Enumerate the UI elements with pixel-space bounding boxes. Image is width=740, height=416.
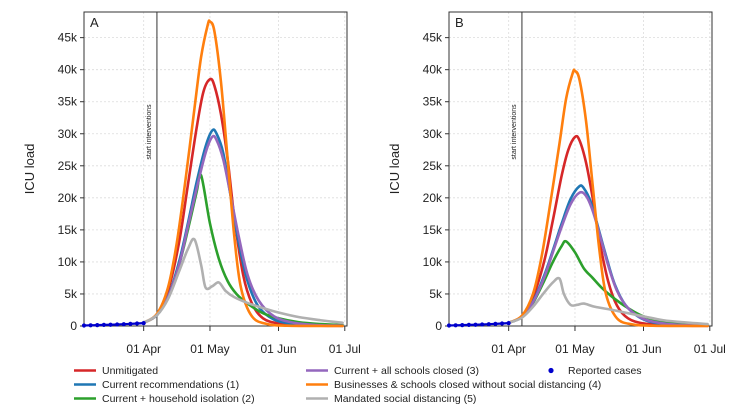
x-tick-label: 01 May	[555, 342, 594, 356]
reported-case-point	[466, 322, 471, 328]
y-tick-label: 10k	[58, 255, 78, 269]
series-mandated-social-distancing-5	[142, 237, 344, 325]
series-current-all-schools-closed-3	[142, 134, 344, 327]
reported-case-point	[101, 322, 106, 328]
reported-case-point	[499, 321, 505, 326]
reported-case-point	[480, 322, 485, 327]
y-tick-label: 5k	[64, 287, 78, 301]
y-tick-label: 25k	[423, 159, 443, 173]
y-tick-label: 25k	[58, 159, 78, 173]
legend-item-reported-cases: Reported cases	[548, 365, 642, 377]
y-tick-label: 5k	[429, 287, 443, 301]
series-unmitigated	[507, 134, 709, 328]
reported-case-point	[453, 323, 458, 328]
reported-case-point	[460, 323, 465, 328]
reported-case-point	[506, 321, 511, 326]
legend-item-current-recommendations-1: Current recommendations (1)	[74, 379, 239, 391]
x-tick-label: 01 Jun	[625, 342, 661, 356]
y-tick-label: 40k	[423, 63, 443, 77]
panel-letter: A	[90, 15, 99, 30]
legend-label: Current recommendations (1)	[102, 379, 239, 391]
plot-frame	[448, 11, 713, 327]
series-current-all-schools-closed-3	[507, 190, 709, 328]
y-tick-label: 0	[435, 319, 442, 333]
legend: Unmitigated Current + all schools closed …	[74, 365, 642, 405]
y-tick-label: 40k	[58, 63, 78, 77]
reported-case-point	[95, 323, 100, 328]
x-tick-label: 01 Jul	[329, 342, 361, 356]
legend-item-unmitigated: Unmitigated	[74, 365, 158, 377]
reported-case-point	[115, 322, 120, 327]
legend-label: Mandated social distancing (5)	[334, 393, 476, 405]
legend-label: Unmitigated	[102, 365, 158, 377]
y-tick-label: 20k	[58, 191, 78, 205]
y-tick-label: 10k	[423, 255, 443, 269]
reported-case-point	[486, 322, 491, 327]
legend-label: Current + household isolation (2)	[102, 393, 255, 405]
y-tick-label: 15k	[58, 223, 78, 237]
y-tick-label: 45k	[58, 31, 78, 45]
reported-case-point	[446, 323, 452, 328]
y-tick-label: 35k	[423, 95, 443, 109]
reported-case-point	[128, 321, 133, 326]
legend-item-mandated-social-distancing-5: Mandated social distancing (5)	[306, 393, 476, 405]
y-tick-label: 20k	[423, 191, 443, 205]
x-tick-label: 01 Jun	[260, 342, 296, 356]
x-tick-label: 01 Apr	[491, 342, 526, 356]
reported-case-point	[141, 321, 146, 326]
plot-frame	[83, 11, 348, 327]
x-tick-label: 01 Apr	[126, 342, 161, 356]
x-tick-label: 01 Jul	[694, 342, 726, 356]
reported-case-point	[108, 322, 113, 327]
intervention-label: start interventions	[146, 104, 153, 160]
y-tick-label: 45k	[423, 31, 443, 45]
reported-case-point	[473, 322, 478, 327]
panel-a: 0 5k 10k 15k 20k 25k 30k 35k 40k 45k 01 Apr 01 May 0…	[22, 11, 361, 356]
y-tick-label: 0	[70, 319, 77, 333]
reported-case-point	[493, 321, 498, 326]
series-reported-cases	[83, 322, 144, 327]
y-tick-label: 35k	[58, 95, 78, 109]
reported-case-point	[81, 323, 87, 328]
panel-letter: B	[455, 15, 464, 30]
reported-case-point	[134, 321, 140, 326]
legend-item-current-household-isolation-2: Current + household isolation (2)	[74, 393, 255, 405]
reported-case-point	[121, 322, 126, 327]
reported-case-point	[88, 323, 93, 328]
panel-b: 0 5k 10k 15k 20k 25k 30k 35k 40k 45k 01 Apr 01 May 0…	[387, 11, 726, 356]
x-tick-label: 01 May	[190, 342, 229, 356]
legend-item-current-all-schools-closed-3: Current + all schools closed (3)	[306, 365, 479, 377]
y-tick-label: 15k	[423, 223, 443, 237]
intervention-label: start interventions	[511, 104, 518, 160]
y-axis-title: ICU load	[22, 144, 37, 195]
legend-swatch	[548, 367, 554, 374]
series-businesses-schools-closed-without-social-distancing-4	[142, 19, 344, 328]
legend-label: Current + all schools closed (3)	[334, 365, 479, 377]
legend-label: Businesses & schools closed without soci…	[334, 379, 601, 391]
series-businesses-schools-closed-without-social-distancing-4	[507, 68, 709, 328]
y-tick-label: 30k	[58, 127, 78, 141]
series-unmitigated	[142, 77, 344, 328]
legend-item-businesses-schools-closed-without-social-distancing-4: Businesses & schools closed without soci…	[306, 379, 601, 391]
series-reported-cases	[448, 322, 509, 327]
legend-label: Reported cases	[568, 365, 642, 377]
y-tick-label: 30k	[423, 127, 443, 141]
series-mandated-social-distancing-5	[507, 276, 709, 326]
y-axis-title: ICU load	[387, 144, 402, 195]
